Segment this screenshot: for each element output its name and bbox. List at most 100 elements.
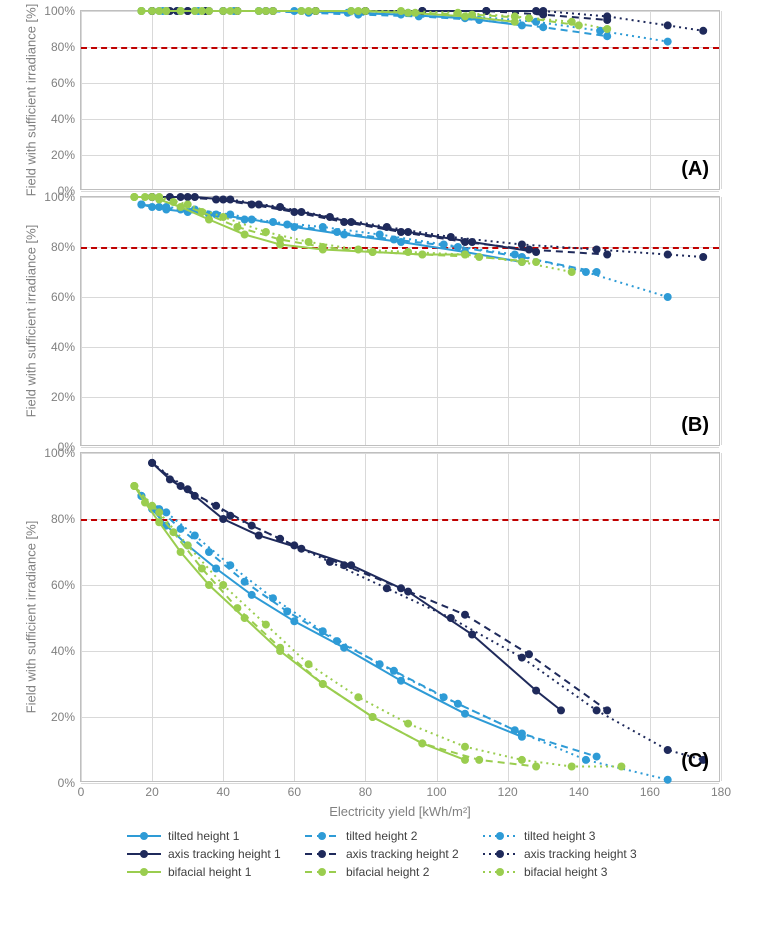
- series-marker-bifacial_h2: [269, 7, 277, 15]
- series-marker-axis_h3: [276, 203, 284, 211]
- legend-swatch: [482, 865, 518, 879]
- legend: tilted height 1 tilted height 2 tilted hei…: [10, 829, 758, 879]
- series-line-bifacial_h2: [134, 486, 536, 767]
- series-marker-axis_h1: [219, 515, 227, 523]
- series-marker-tilted_h3: [582, 268, 590, 276]
- series-marker-bifacial_h3: [219, 581, 227, 589]
- series-marker-bifacial_h2: [155, 7, 163, 15]
- plot-area: 0%20%40%60%80%100%(B)Field with sufficie…: [80, 196, 720, 446]
- xtick-label: 20: [145, 785, 158, 799]
- series-marker-tilted_h3: [137, 201, 145, 209]
- ytick-label: 80%: [51, 40, 75, 54]
- ytick-label: 60%: [51, 290, 75, 304]
- series-marker-bifacial_h2: [532, 763, 540, 771]
- series-marker-bifacial_h1: [241, 231, 249, 239]
- series-marker-bifacial_h1: [177, 203, 185, 211]
- series-marker-tilted_h3: [664, 776, 672, 784]
- gridline-v: [721, 11, 722, 189]
- series-marker-tilted_h3: [440, 241, 448, 249]
- xtick-label: 60: [288, 785, 301, 799]
- gridline-h: [81, 447, 719, 448]
- series-marker-tilted_h3: [319, 627, 327, 635]
- series-marker-tilted_h2: [177, 525, 185, 533]
- series-marker-tilted_h2: [603, 32, 611, 40]
- series-marker-axis_h1: [557, 706, 565, 714]
- series-marker-axis_h1: [255, 532, 263, 540]
- chart-panel-B: 0%20%40%60%80%100%(B)Field with sufficie…: [10, 196, 758, 446]
- y-axis-label: Field with sufficient irradiance [%]: [24, 521, 39, 714]
- series-marker-bifacial_h3: [397, 7, 405, 15]
- series-marker-axis_h2: [603, 251, 611, 259]
- series-marker-axis_h3: [226, 196, 234, 204]
- series-marker-bifacial_h3: [262, 621, 270, 629]
- y-axis-label: Field with sufficient irradiance [%]: [24, 4, 39, 197]
- series-marker-bifacial_h3: [155, 508, 163, 516]
- series-marker-axis_h2: [397, 228, 405, 236]
- panel-label: (A): [681, 158, 709, 181]
- series-line-bifacial_h3: [134, 197, 571, 272]
- series-marker-bifacial_h3: [184, 541, 192, 549]
- series-marker-tilted_h3: [162, 508, 170, 516]
- series-marker-tilted_h3: [664, 293, 672, 301]
- series-marker-tilted_h2: [205, 548, 213, 556]
- series-marker-axis_h3: [447, 233, 455, 241]
- ytick-label: 80%: [51, 240, 75, 254]
- series-marker-tilted_h2: [155, 203, 163, 211]
- series-marker-axis_h1: [468, 631, 476, 639]
- series-marker-bifacial_h2: [475, 756, 483, 764]
- ytick-label: 20%: [51, 148, 75, 162]
- legend-item-axis_h1: axis tracking height 1: [126, 847, 286, 861]
- legend-label: axis tracking height 1: [168, 847, 281, 861]
- series-marker-bifacial_h2: [148, 193, 156, 201]
- legend-label: tilted height 2: [346, 829, 417, 843]
- series-marker-axis_h3: [699, 27, 707, 35]
- series-marker-bifacial_h3: [518, 756, 526, 764]
- series-marker-bifacial_h3: [511, 12, 519, 20]
- y-axis-label: Field with sufficient irradiance [%]: [24, 225, 39, 418]
- series-marker-tilted_h2: [593, 268, 601, 276]
- series-marker-bifacial_h2: [575, 21, 583, 29]
- series-marker-bifacial_h3: [297, 7, 305, 15]
- legend-item-bifacial_h1: bifacial height 1: [126, 865, 286, 879]
- series-marker-bifacial_h3: [454, 9, 462, 17]
- series-marker-bifacial_h1: [205, 216, 213, 224]
- series-marker-axis_h3: [184, 193, 192, 201]
- legend-label: tilted height 3: [524, 829, 595, 843]
- legend-label: axis tracking height 2: [346, 847, 459, 861]
- series-marker-bifacial_h3: [354, 693, 362, 701]
- series-marker-axis_h2: [290, 541, 298, 549]
- series-marker-bifacial_h3: [305, 660, 313, 668]
- xtick-label: 160: [640, 785, 660, 799]
- series-marker-bifacial_h3: [568, 268, 576, 276]
- series-marker-bifacial_h3: [130, 482, 138, 490]
- series-marker-bifacial_h3: [461, 251, 469, 259]
- series-marker-bifacial_h3: [354, 246, 362, 254]
- series-line-tilted_h3: [141, 496, 667, 780]
- series-marker-tilted_h1: [248, 591, 256, 599]
- ytick-label: 20%: [51, 710, 75, 724]
- series-marker-axis_h3: [326, 558, 334, 566]
- xtick-label: 180: [711, 785, 731, 799]
- legend-item-tilted_h1: tilted height 1: [126, 829, 286, 843]
- plot-area: 0%20%40%60%80%100%(A)Field with sufficie…: [80, 10, 720, 190]
- legend-label: bifacial height 2: [346, 865, 429, 879]
- series-marker-bifacial_h2: [233, 604, 241, 612]
- series-marker-bifacial_h3: [255, 7, 263, 15]
- series-marker-tilted_h3: [511, 726, 519, 734]
- series-line-bifacial_h3: [134, 486, 621, 767]
- series-marker-axis_h3: [664, 21, 672, 29]
- series-marker-bifacial_h2: [169, 528, 177, 536]
- legend-item-axis_h3: axis tracking height 3: [482, 847, 642, 861]
- series-marker-tilted_h3: [440, 693, 448, 701]
- series-marker-bifacial_h2: [418, 739, 426, 747]
- series-marker-axis_h3: [664, 251, 672, 259]
- series-marker-bifacial_h3: [347, 7, 355, 15]
- figure: 0%20%40%60%80%100%(A)Field with sufficie…: [10, 10, 758, 879]
- series-marker-tilted_h1: [397, 677, 405, 685]
- series-marker-bifacial_h3: [568, 18, 576, 26]
- series-marker-axis_h1: [532, 687, 540, 695]
- series-marker-bifacial_h3: [219, 213, 227, 221]
- series-marker-axis_h1: [347, 561, 355, 569]
- series-marker-bifacial_h2: [411, 9, 419, 17]
- series-marker-axis_h3: [226, 512, 234, 520]
